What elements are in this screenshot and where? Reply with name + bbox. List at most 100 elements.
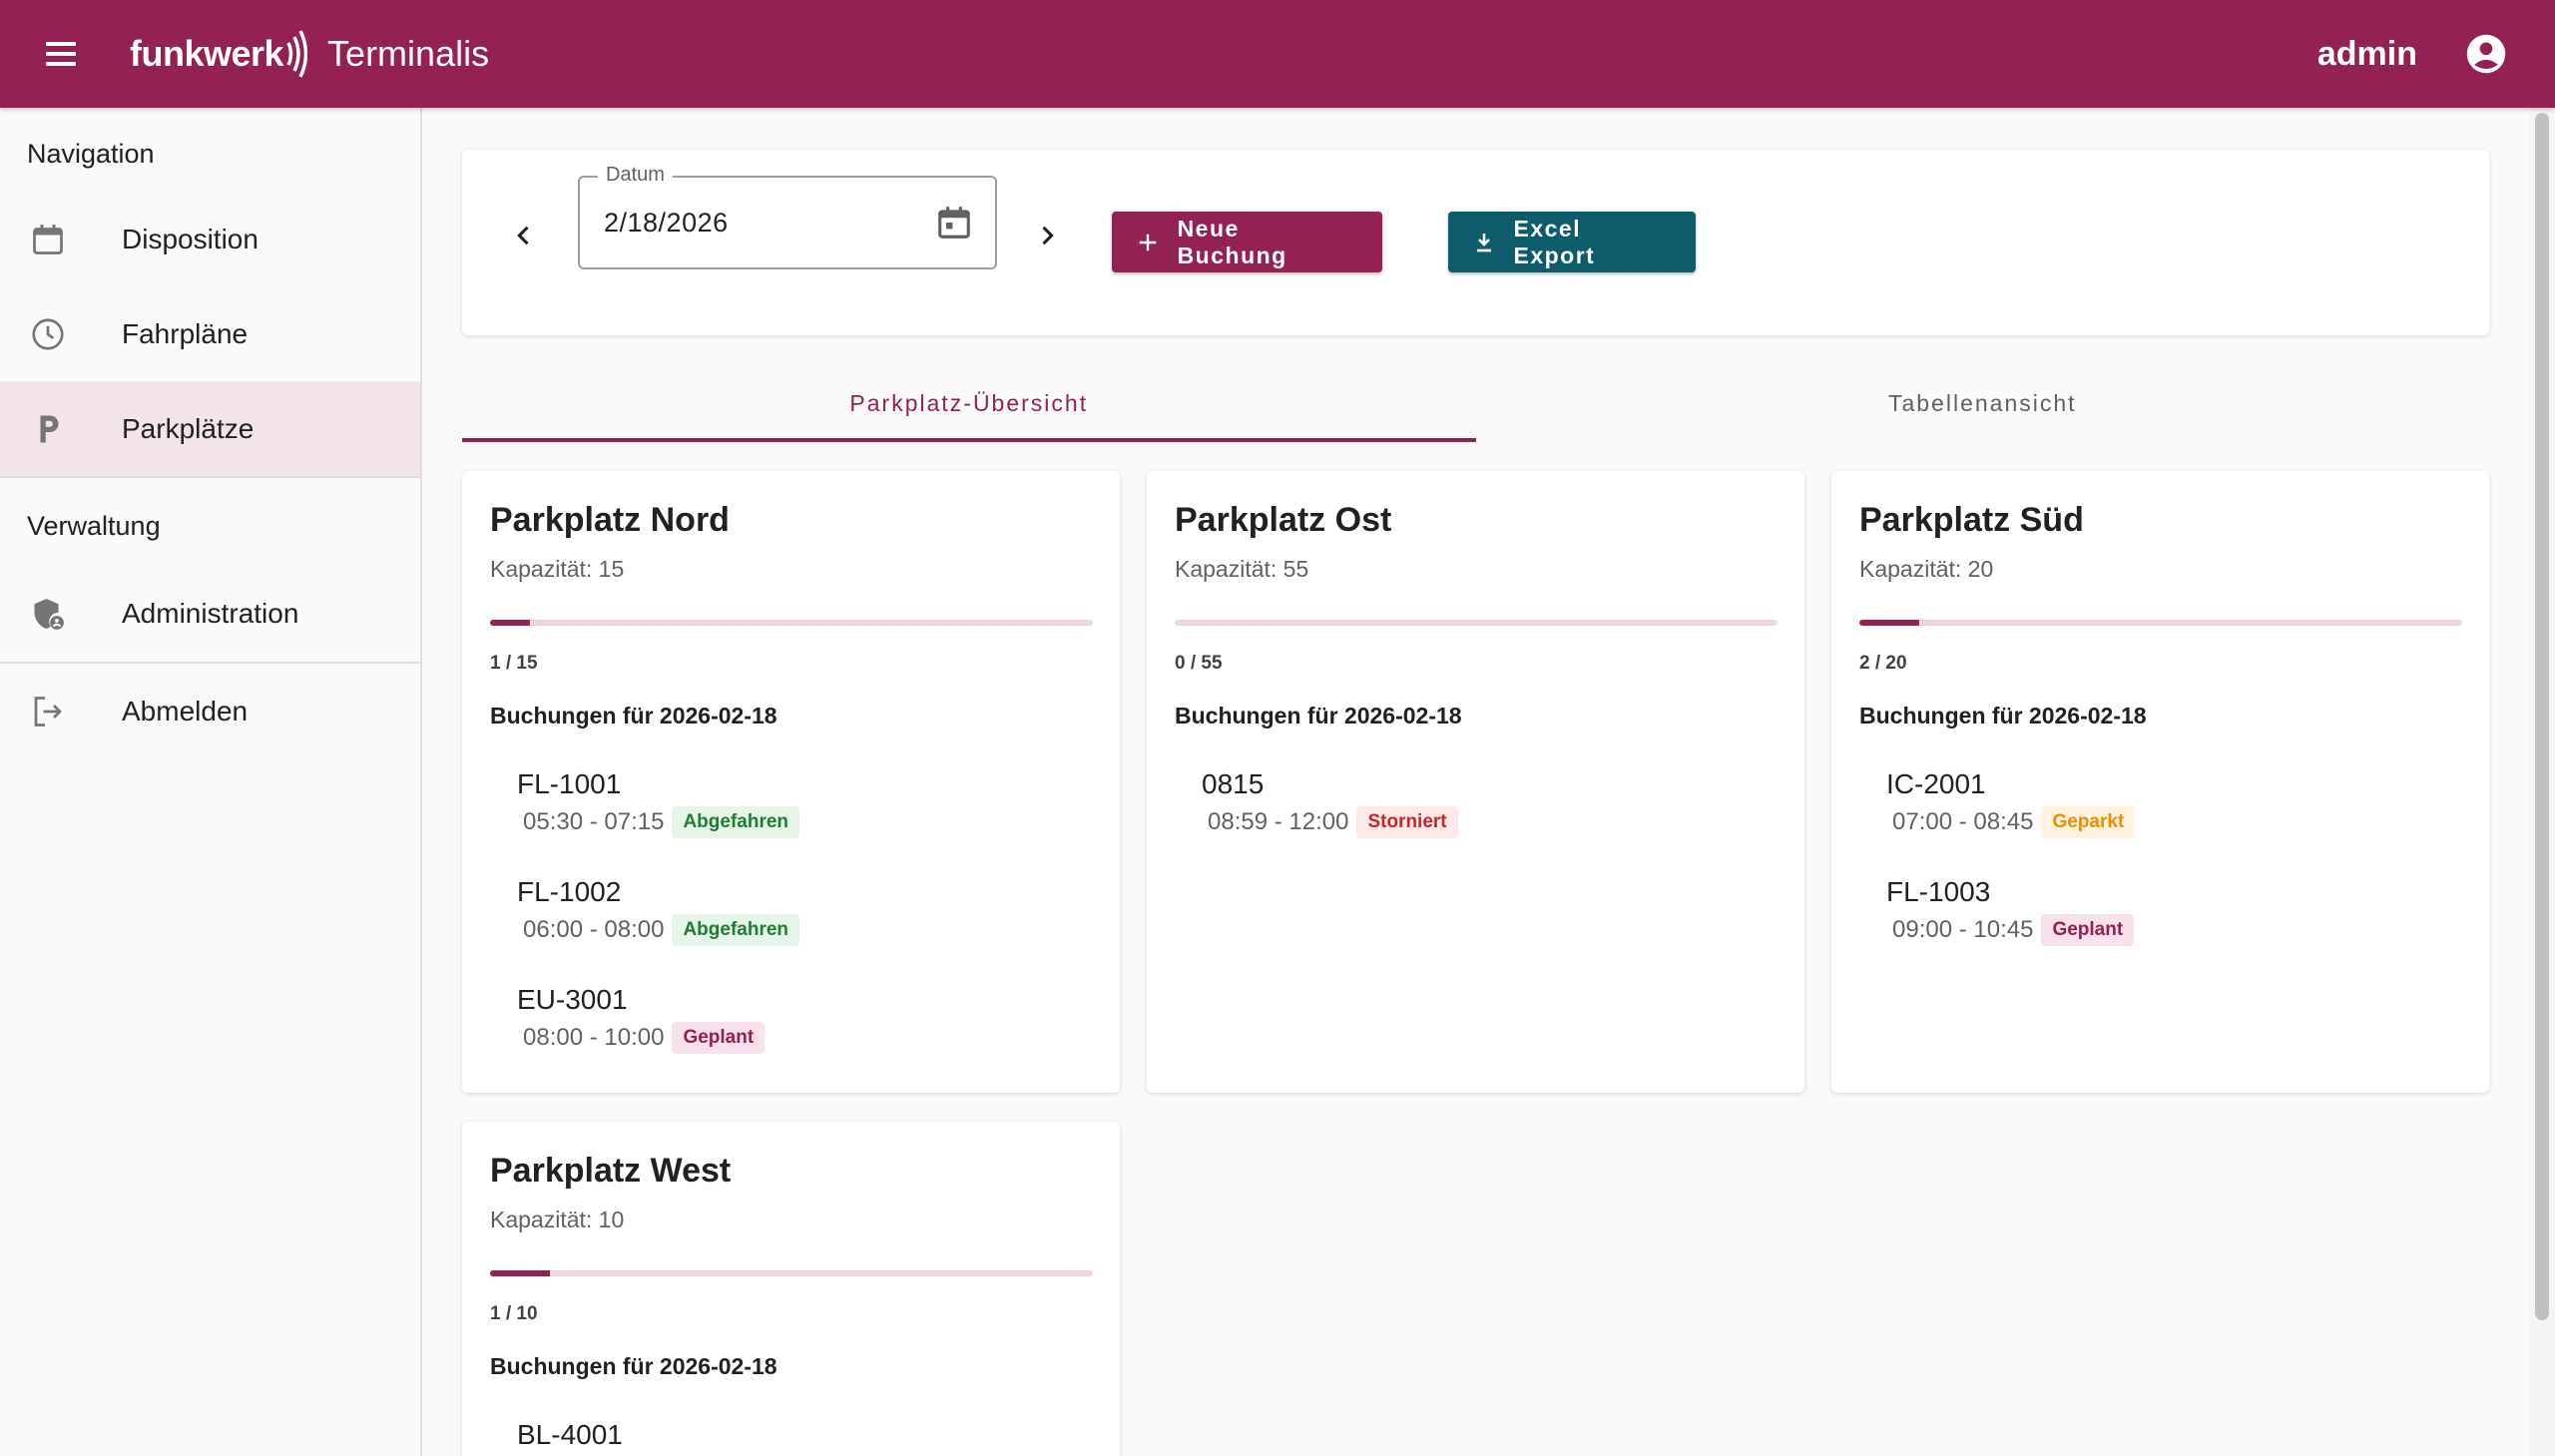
card-capacity: Kapazität: 55	[1175, 556, 1309, 582]
sidebar: Navigation Disposition Fahrpläne Parkplä…	[0, 108, 422, 1456]
card-capacity: Kapazität: 20	[1859, 556, 1994, 582]
sidebar-item-label: Administration	[122, 598, 299, 629]
booking-id: FL-1001	[517, 768, 622, 799]
chevron-left-icon	[517, 226, 529, 245]
booking-item[interactable]: 0815 08:59 - 12:00 Storniert	[1202, 768, 1458, 838]
booking-item[interactable]: BL-4001	[517, 1419, 623, 1451]
app-title: Terminalis	[327, 33, 490, 74]
next-day-button[interactable]	[1027, 216, 1067, 255]
occupancy-count: 1 / 15	[490, 653, 538, 674]
booking-item[interactable]: FL-1002 06:00 - 08:00 Abgefahren	[517, 876, 800, 946]
booking-id: EU-3001	[517, 984, 628, 1015]
sidebar-item-label: Parkplätze	[122, 412, 255, 444]
booking-id: FL-1002	[517, 876, 622, 907]
account-circle-icon[interactable]	[2465, 33, 2507, 75]
date-field-label: Datum	[598, 164, 673, 187]
occupancy-bar	[490, 1270, 1093, 1276]
sidebar-item-label: Abmelden	[122, 695, 249, 727]
date-input[interactable]	[604, 208, 903, 239]
user-name[interactable]: admin	[2316, 34, 2417, 73]
tab-parkplatz-uebersicht[interactable]: Parkplatz-Übersicht	[462, 365, 1476, 442]
download-icon	[1470, 229, 1498, 256]
clock-icon	[28, 314, 68, 354]
date-field[interactable]: Datum	[578, 164, 997, 269]
occupancy-bar-fill	[1859, 620, 1920, 626]
booking-item[interactable]: FL-1001 05:30 - 07:15 Abgefahren	[517, 768, 800, 838]
parking-lot-card-west: Parkplatz West Kapazität: 10 1 / 10 Buch…	[462, 1122, 1120, 1456]
divider	[0, 476, 420, 478]
booking-time: 08:00 - 10:00	[523, 1024, 665, 1051]
status-badge: Abgefahren	[672, 806, 800, 838]
card-capacity: Kapazität: 15	[490, 556, 625, 582]
menu-icon[interactable]	[46, 32, 90, 76]
bookings-title: Buchungen für 2026-02-18	[1175, 703, 1462, 728]
occupancy-bar-fill	[490, 620, 531, 626]
status-badge: Abgefahren	[672, 914, 800, 946]
sidebar-item-administration[interactable]: Administration	[0, 566, 420, 662]
sidebar-item-disposition[interactable]: Disposition	[0, 192, 420, 286]
occupancy-bar-fill	[490, 1270, 551, 1276]
occupancy-count: 0 / 55	[1175, 653, 1223, 674]
brand-name: funkwerk	[130, 33, 284, 74]
status-badge: Geplant	[672, 1022, 766, 1054]
sidebar-item-fahrplaene[interactable]: Fahrpläne	[0, 286, 420, 381]
booking-time: 05:30 - 07:15	[523, 808, 665, 835]
new-booking-button[interactable]: Neue Buchung	[1112, 212, 1382, 272]
booking-item[interactable]: EU-3001 08:00 - 10:00 Geplant	[517, 984, 766, 1054]
calendar-icon	[28, 220, 68, 259]
sidebar-item-parkplaetze[interactable]: Parkplätze	[0, 381, 420, 476]
occupancy-bar	[1859, 620, 2462, 626]
previous-day-button[interactable]	[504, 216, 544, 255]
card-title: Parkplatz West	[490, 1152, 732, 1190]
excel-export-label: Excel Export	[1513, 215, 1596, 268]
view-tabs: Parkplatz-Übersicht Tabellenansicht	[462, 365, 2489, 442]
status-badge: Geparkt	[2041, 806, 2136, 838]
bookings-title: Buchungen für 2026-02-18	[490, 1353, 777, 1379]
plus-icon	[1134, 229, 1162, 256]
card-title: Parkplatz Nord	[490, 501, 730, 539]
sidebar-item-label: Disposition	[122, 223, 258, 254]
card-title: Parkplatz Süd	[1859, 501, 2084, 539]
parking-lot-card-ost: Parkplatz Ost Kapazität: 55 0 / 55 Buchu…	[1147, 471, 1804, 1093]
booking-id: FL-1003	[1886, 876, 1991, 907]
admin-shield-icon	[28, 594, 68, 634]
parking-lot-card-nord: Parkplatz Nord Kapazität: 15 1 / 15 Buch…	[462, 471, 1120, 1093]
occupancy-bar	[1175, 620, 1778, 626]
booking-id: 0815	[1202, 768, 1265, 799]
logout-icon	[28, 692, 68, 731]
occupancy-count: 1 / 10	[490, 1303, 538, 1324]
booking-item[interactable]: IC-2001 07:00 - 08:45 Geparkt	[1886, 768, 2136, 838]
sidebar-item-label: Fahrpläne	[122, 317, 249, 349]
app-header: funkwerk Terminalis admin	[0, 0, 2555, 108]
page-scrollbar[interactable]	[2530, 108, 2555, 1456]
calendar-picker-icon[interactable]	[935, 204, 973, 242]
nav-section-title: Navigation	[27, 138, 155, 169]
sidebar-item-abmelden[interactable]: Abmelden	[0, 664, 420, 758]
card-capacity: Kapazität: 10	[490, 1207, 625, 1232]
scrollbar-thumb[interactable]	[2535, 113, 2549, 1320]
tab-tabellenansicht[interactable]: Tabellenansicht	[1887, 390, 2077, 416]
chevron-right-icon	[1042, 226, 1054, 245]
signal-waves-icon	[286, 30, 308, 78]
booking-time: 08:59 - 12:00	[1208, 808, 1349, 835]
occupancy-bar	[490, 620, 1093, 626]
booking-item[interactable]: FL-1003 09:00 - 10:45 Geplant	[1886, 876, 2135, 946]
toolbar-card: Datum Neue Buchung Excel Export	[462, 150, 2489, 335]
status-badge: Geplant	[2041, 914, 2135, 946]
booking-time: 09:00 - 10:45	[1892, 916, 2034, 943]
new-booking-label: Neue Buchung	[1177, 215, 1287, 268]
occupancy-count: 2 / 20	[1859, 653, 1907, 674]
booking-time: 07:00 - 08:45	[1892, 808, 2034, 835]
parking-icon	[28, 409, 68, 449]
booking-time: 06:00 - 08:00	[523, 916, 665, 943]
excel-export-button[interactable]: Excel Export	[1448, 212, 1696, 272]
bookings-title: Buchungen für 2026-02-18	[490, 703, 777, 728]
divider	[0, 662, 420, 664]
bookings-title: Buchungen für 2026-02-18	[1859, 703, 2147, 728]
status-badge: Storniert	[1356, 806, 1458, 838]
brand-logo: funkwerk	[130, 29, 308, 79]
parking-lot-card-sued: Parkplatz Süd Kapazität: 20 2 / 20 Buchu…	[1831, 471, 2489, 1093]
nav-section-title: Verwaltung	[27, 510, 161, 541]
booking-id: BL-4001	[517, 1419, 623, 1450]
booking-id: IC-2001	[1886, 768, 1986, 799]
